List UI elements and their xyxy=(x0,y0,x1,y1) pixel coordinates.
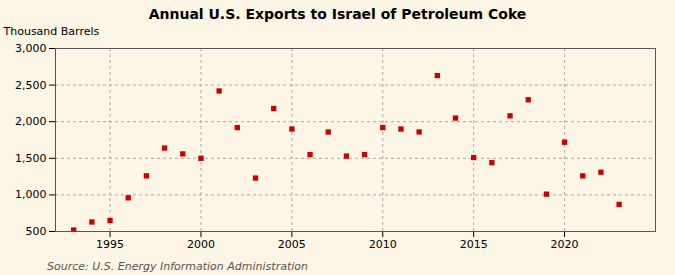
svg-text:1,500: 1,500 xyxy=(15,152,47,165)
svg-text:2015: 2015 xyxy=(460,238,488,251)
svg-text:500: 500 xyxy=(26,225,47,238)
svg-text:2005: 2005 xyxy=(278,238,306,251)
html-text:Annual U.S. Exports to Israel: Annual U.S. Exports to Israel of Petrole… xyxy=(148,6,527,22)
svg-text:1,000: 1,000 xyxy=(15,188,47,201)
svg-text:2,500: 2,500 xyxy=(15,79,47,92)
svg-text:2020: 2020 xyxy=(551,238,579,251)
svg-text:Thousand Barrels: Thousand Barrels xyxy=(3,25,100,38)
svg-text:2000: 2000 xyxy=(187,238,215,251)
html-text:Source: U.S. Energy Informatio: Source: U.S. Energy Information Administ… xyxy=(47,260,308,273)
svg-text:2010: 2010 xyxy=(369,238,397,251)
svg-text:2,000: 2,000 xyxy=(15,115,47,128)
svg-text:3,000: 3,000 xyxy=(15,42,47,55)
svg-text:1995: 1995 xyxy=(96,238,124,251)
